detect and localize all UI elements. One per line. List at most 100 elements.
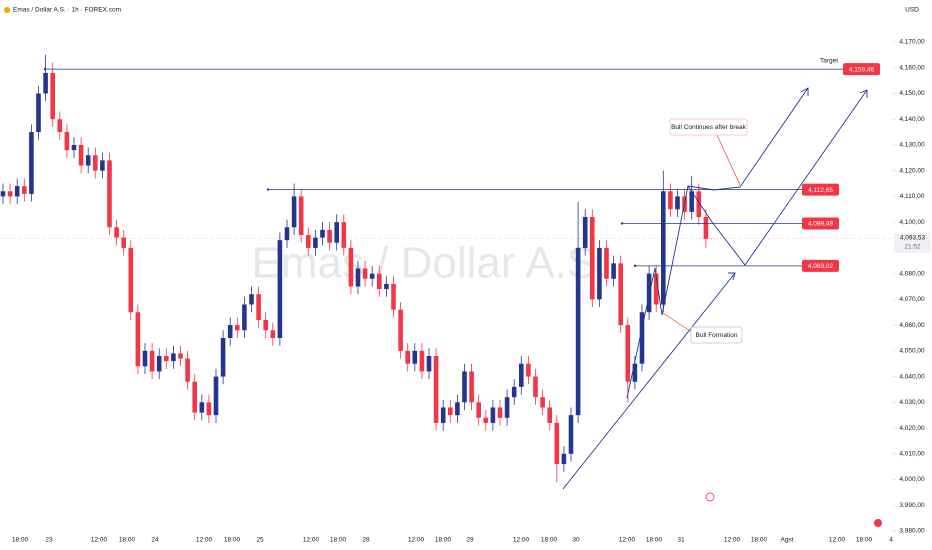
candle-body <box>93 155 98 171</box>
candle-body <box>611 263 616 279</box>
y-tick-label: 4,020,00 <box>899 425 925 432</box>
y-tick-label: 4,080,00 <box>899 270 925 277</box>
candle-body <box>114 227 119 238</box>
candle-body <box>703 217 709 239</box>
watermark: Emas / Dollar A.S. <box>251 239 608 288</box>
candle-body <box>85 155 91 166</box>
candle-body <box>71 144 77 151</box>
candle-body <box>632 363 638 382</box>
flag-icon <box>874 519 882 527</box>
callout-lines <box>662 134 741 334</box>
x-tick-label: 12:00 <box>196 537 213 544</box>
candle-body <box>440 407 446 423</box>
candle-body <box>206 402 212 416</box>
candle-body <box>334 222 339 243</box>
candle-body <box>121 237 126 248</box>
candle-body <box>22 186 27 194</box>
event-icon <box>705 492 715 502</box>
candle-body <box>405 350 410 364</box>
candle-body <box>398 309 403 351</box>
x-tick-label: 12:00 <box>619 537 636 544</box>
candle-body <box>100 160 105 171</box>
countdown: 21:52 <box>904 244 921 251</box>
candle-body <box>391 283 396 310</box>
level-label-box <box>802 217 839 230</box>
candle-body <box>142 350 148 367</box>
candle-body <box>618 263 623 326</box>
candle-body <box>540 397 545 408</box>
level-label-box <box>843 63 880 76</box>
candle-body <box>256 294 261 320</box>
candle-body <box>575 247 581 416</box>
candle-body <box>135 312 141 367</box>
y-tick-label: 4,110,00 <box>900 193 925 200</box>
y-tick-label: 4,140,00 <box>899 116 925 123</box>
candle-body <box>149 350 155 372</box>
candle-body <box>597 247 602 300</box>
arrow-head <box>800 87 809 96</box>
candle-body <box>242 304 247 331</box>
axes: 3,980,00 3,990,00 4,000,00 4,010,00 4,020,00… <box>12 39 925 544</box>
y-tick-label: 4,060,00 <box>899 322 925 329</box>
candle-body <box>220 337 226 377</box>
candle-body <box>14 186 20 197</box>
y-tick-label: 4,030,00 <box>899 399 925 406</box>
level-anchor <box>266 188 270 191</box>
x-tick-label: 18:00 <box>12 537 29 544</box>
candle-body <box>270 330 276 338</box>
callout-box <box>669 118 748 136</box>
candle-body <box>0 191 6 197</box>
candle-body <box>327 229 332 243</box>
candle-body <box>164 355 169 362</box>
y-tick-label: 4,100,00 <box>899 219 925 226</box>
arrow-head <box>859 89 868 98</box>
candle-body <box>497 407 503 418</box>
candle-body <box>561 453 567 465</box>
candle-body <box>306 235 311 248</box>
x-tick-label: 18:00 <box>224 537 241 544</box>
y-tick-label: 4,120,00 <box>899 167 925 174</box>
candle-body <box>235 325 240 331</box>
candle-body <box>171 353 176 362</box>
candle-body <box>426 355 432 372</box>
candle-body <box>107 160 112 228</box>
x-tick-label: 18:00 <box>541 537 558 544</box>
candle-body <box>511 386 517 398</box>
candle-body <box>448 407 453 416</box>
candle-body <box>57 119 63 133</box>
candle-body <box>675 196 680 210</box>
x-tick-label: 18:00 <box>646 537 663 544</box>
candle-body <box>625 325 631 382</box>
candle-body <box>646 273 652 313</box>
candle-body <box>192 381 197 413</box>
candle-body <box>29 132 34 194</box>
candle-body <box>554 422 560 465</box>
y-tick-label: 4,000,00 <box>899 476 925 483</box>
candle-body <box>78 144 84 166</box>
candle-body <box>433 355 439 423</box>
candle-body <box>199 402 205 413</box>
candle-body <box>313 237 318 248</box>
header: Emas / Dollar A.S. · 1h · FOREX.com <box>13 7 121 14</box>
candle-body <box>639 312 645 364</box>
callout-line <box>716 134 741 186</box>
x-tick-label: 18:00 <box>856 537 873 544</box>
x-tick-label: 18:00 <box>435 537 452 544</box>
y-tick-label: 3,990,00 <box>899 502 925 509</box>
candle-body <box>384 283 389 290</box>
callout-line <box>662 312 694 334</box>
candle-body <box>689 191 694 212</box>
candle-body <box>348 247 354 287</box>
x-tick-label: 18:00 <box>751 537 768 544</box>
candle-body <box>298 196 304 236</box>
candle-body <box>36 93 41 133</box>
candle-body <box>526 363 531 377</box>
level-label-box <box>802 259 839 272</box>
candle-body <box>156 355 162 372</box>
level-anchor <box>43 67 47 71</box>
x-tick-label: 12:00 <box>724 537 741 544</box>
level-label: 4,099,49 <box>808 221 834 228</box>
last-price-label: 4,093,53 <box>900 235 926 242</box>
x-tick-label: 4 <box>889 537 893 544</box>
